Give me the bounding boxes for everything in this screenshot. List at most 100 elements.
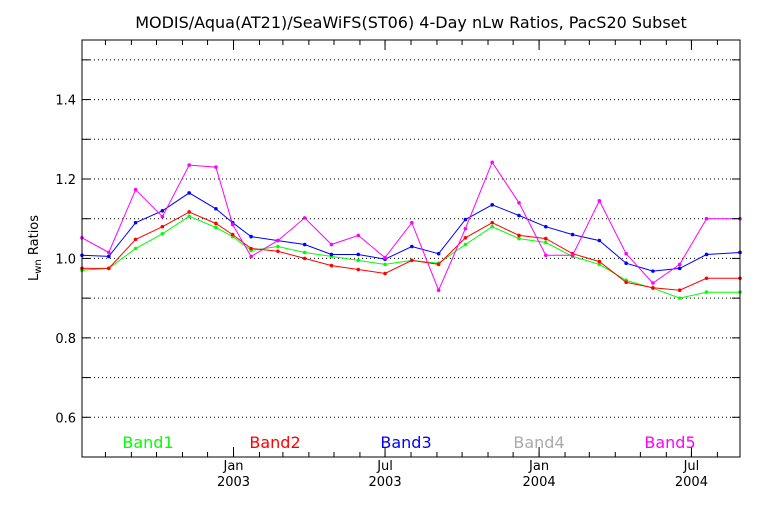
- data-point: [410, 220, 414, 225]
- data-point: [704, 276, 709, 281]
- legend-entry-band5: Band5: [644, 433, 695, 452]
- data-point: [597, 199, 602, 203]
- data-point: [704, 216, 709, 221]
- data-point: [704, 290, 709, 294]
- series-line: [82, 211, 740, 291]
- data-point: [133, 237, 138, 242]
- data-point: [214, 221, 218, 226]
- data-point: [436, 288, 441, 293]
- data-point: [677, 288, 682, 293]
- data-point: [597, 259, 602, 264]
- data-point: [249, 234, 253, 239]
- y-tick-label: 0.6: [55, 411, 76, 426]
- data-point: [383, 271, 387, 276]
- data-point: [490, 220, 495, 225]
- data-point: [651, 269, 655, 273]
- data-point: [160, 208, 165, 213]
- data-point: [356, 233, 361, 238]
- data-point: [230, 222, 235, 227]
- data-point: [302, 242, 307, 247]
- series-band1: [80, 214, 742, 300]
- data-point: [490, 203, 495, 207]
- data-point: [133, 220, 138, 225]
- data-point: [329, 263, 334, 268]
- gridlines: [82, 59, 740, 418]
- data-point: [160, 232, 165, 236]
- data-point: [230, 232, 235, 237]
- x-tick-label: 2004: [523, 475, 556, 490]
- data-point: [463, 226, 468, 231]
- legend-entry-band2: Band2: [249, 433, 300, 452]
- legend-entry-band1: Band1: [122, 433, 173, 452]
- data-point: [249, 246, 253, 251]
- data-point: [651, 281, 655, 285]
- series-layer: [80, 160, 742, 300]
- data-point: [249, 254, 253, 259]
- data-point: [677, 266, 682, 271]
- data-point: [651, 286, 655, 290]
- data-point: [543, 236, 548, 241]
- data-point: [329, 242, 334, 247]
- x-tick-label: Jul: [376, 459, 393, 474]
- data-point: [624, 280, 628, 285]
- data-point: [517, 233, 521, 238]
- legend-entry-band3: Band3: [380, 433, 431, 452]
- data-point: [187, 163, 191, 167]
- y-axis: 0.6 0.8 1.0 1.2 1.4: [55, 59, 740, 458]
- legend-entry-band4: Band4: [513, 433, 564, 452]
- data-point: [597, 262, 602, 267]
- data-point: [356, 252, 361, 257]
- data-point: [463, 242, 468, 247]
- data-point: [356, 267, 361, 272]
- y-tick-label: 1.2: [55, 173, 76, 188]
- data-point: [133, 246, 138, 251]
- data-point: [570, 253, 575, 258]
- data-point: [302, 250, 307, 255]
- data-point: [106, 250, 111, 255]
- data-point: [517, 201, 521, 205]
- data-point: [383, 255, 387, 260]
- data-point: [214, 206, 218, 211]
- series-band2: [80, 210, 742, 293]
- data-point: [490, 224, 495, 229]
- series-line: [81, 192, 741, 272]
- data-point: [436, 262, 441, 267]
- x-tick-label: Jan: [223, 459, 244, 474]
- legend: Band1 Band2 Band3 Band4 Band5: [122, 433, 695, 452]
- y-axis-label: Lwn Ratios: [27, 215, 44, 281]
- data-point: [597, 238, 602, 243]
- data-point: [329, 252, 334, 257]
- data-point: [463, 217, 468, 222]
- data-point: [302, 256, 307, 261]
- data-point: [517, 213, 521, 218]
- data-point: [187, 191, 191, 195]
- data-point: [463, 235, 468, 240]
- x-tick-label: 2004: [675, 475, 708, 490]
- data-point: [704, 252, 709, 257]
- series-band5: [80, 160, 742, 293]
- data-point: [187, 214, 191, 219]
- data-point: [677, 262, 682, 267]
- data-point: [356, 258, 361, 263]
- y-tick-label: 1.0: [55, 252, 76, 267]
- data-point: [276, 238, 280, 243]
- series-line: [81, 215, 740, 299]
- data-point: [410, 258, 414, 263]
- data-point: [187, 210, 191, 214]
- chart-title: MODIS/Aqua(AT21)/SeaWiFS(ST06) 4-Day nLw…: [135, 13, 687, 32]
- data-point: [160, 214, 165, 219]
- data-point: [214, 165, 218, 169]
- x-tick-label: 2003: [369, 475, 402, 490]
- y-tick-label: 1.4: [55, 94, 76, 109]
- x-tick-label: Jan: [528, 459, 549, 474]
- plot-frame: [81, 39, 741, 458]
- data-point: [543, 224, 548, 229]
- data-point: [160, 224, 165, 229]
- series-line: [81, 161, 740, 292]
- data-point: [543, 253, 548, 258]
- data-point: [410, 244, 414, 249]
- data-point: [106, 266, 111, 271]
- data-point: [214, 225, 218, 230]
- x-tick-label: 2003: [217, 475, 250, 490]
